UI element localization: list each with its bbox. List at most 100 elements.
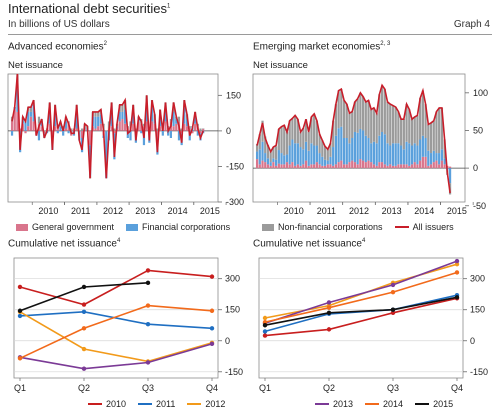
bar-segment: [435, 160, 438, 169]
series-point: [17, 308, 23, 313]
y-tick-label: 0: [473, 163, 478, 173]
bar-segment: [353, 131, 357, 163]
legend-label: 2013: [333, 399, 354, 409]
bar-segment: [156, 128, 159, 131]
bar-segment: [164, 107, 167, 122]
bar-segment: [364, 101, 367, 136]
bar-segment: [277, 163, 280, 169]
bar-segment: [440, 107, 444, 150]
bar-segment: [113, 130, 116, 134]
legend-label: 2012: [205, 399, 226, 409]
series-point: [390, 282, 396, 288]
advanced-issuance-chart: 150 0 -150 -300 2010 2011 2012 2013 2014 2015: [7, 73, 244, 216]
bar-segment: [394, 143, 397, 166]
bar-segment: [429, 153, 433, 165]
legend-label: 2010: [106, 399, 127, 409]
bar-segment: [280, 164, 283, 169]
series-point: [262, 329, 268, 334]
bar-segment: [164, 121, 167, 131]
bar-segment: [175, 119, 178, 124]
bar-segment: [359, 92, 362, 129]
bar-segment: [410, 119, 414, 146]
legend-label: 2015: [433, 399, 454, 409]
legend-swatch: [16, 223, 28, 231]
bar-segment: [296, 143, 299, 165]
bar-segment: [285, 154, 289, 163]
bar-segment: [283, 164, 286, 169]
bar-segment: [361, 160, 365, 169]
bar-segment: [337, 90, 340, 129]
x-tick-label: Q2: [78, 383, 90, 393]
bar-segment: [372, 141, 376, 165]
panel-heading-advanced: Advanced economies2: [8, 41, 107, 53]
bar-segment: [288, 120, 291, 146]
series-point: [145, 303, 151, 308]
bar-segment: [185, 119, 189, 127]
bar-segment: [10, 130, 14, 136]
bar-segment: [264, 153, 267, 163]
y-tick-label: 150: [470, 305, 485, 315]
bar-segment: [10, 121, 14, 131]
series-point: [262, 315, 268, 321]
bar-segment: [126, 130, 129, 138]
x-tick-label: 2014: [414, 206, 434, 216]
series-point: [454, 295, 460, 300]
bar-segment: [277, 128, 280, 151]
bar-segment: [386, 101, 389, 144]
bar-segment: [156, 130, 159, 138]
bar-segment: [24, 121, 27, 131]
bar-segment: [304, 119, 308, 142]
bar-segment: [391, 105, 395, 144]
bar-segment: [326, 149, 329, 161]
legend-item-2015: 2015: [415, 399, 453, 409]
bar-segment: [80, 128, 84, 131]
bar-segment: [448, 168, 452, 184]
bar-segment: [310, 164, 313, 169]
y-tick-label: -300: [226, 197, 244, 207]
y-tick-label: 150: [225, 305, 240, 315]
bar-segment: [421, 90, 424, 136]
bar-segment: [16, 111, 19, 131]
bar-segment: [299, 165, 302, 169]
bar-segment: [27, 126, 30, 131]
bar-segment: [408, 109, 411, 144]
x-tick-label: Q4: [206, 383, 218, 393]
bar-segment: [172, 126, 175, 131]
bar-segment: [37, 130, 41, 141]
bar-segment: [169, 130, 172, 138]
bar-segment: [351, 138, 354, 161]
legend-item-non-financial: Non-financial corporations: [262, 222, 383, 232]
all-issuers-line: [256, 83, 451, 194]
y-tick-label: 0: [470, 336, 475, 346]
x-tick-label: Q1: [14, 383, 26, 393]
figure-title: International debt securities1: [8, 1, 171, 16]
bar-segment: [272, 158, 275, 163]
bar-segment: [367, 100, 370, 138]
bar-segment: [443, 164, 446, 169]
series-point: [17, 284, 23, 290]
bar-segment: [391, 165, 395, 169]
bar-segment: [340, 89, 343, 127]
series-point: [390, 307, 396, 312]
bar-segment: [291, 139, 294, 163]
bar-segment: [332, 147, 335, 166]
bar-segment: [427, 124, 430, 151]
bar-segment: [370, 143, 373, 163]
graph-label: Graph 4: [453, 19, 490, 30]
x-tick-label: 2012: [349, 206, 369, 216]
bar-segment: [266, 164, 270, 169]
bar-segment: [51, 130, 54, 138]
bar-segment: [424, 138, 427, 157]
series-point: [326, 300, 332, 305]
panel-heading-emerging: Emerging market economies2, 3: [253, 41, 391, 53]
series-point: [17, 313, 23, 319]
bar-segment: [383, 89, 386, 135]
bar-segment: [367, 138, 370, 161]
bar-segment: [64, 121, 67, 129]
bar-segment: [361, 96, 365, 131]
x-tick-label: Q3: [387, 383, 399, 393]
bar-segment: [370, 109, 373, 144]
plot-frame: [258, 257, 464, 379]
bar-segment: [302, 149, 305, 165]
bar-segment: [400, 145, 403, 165]
